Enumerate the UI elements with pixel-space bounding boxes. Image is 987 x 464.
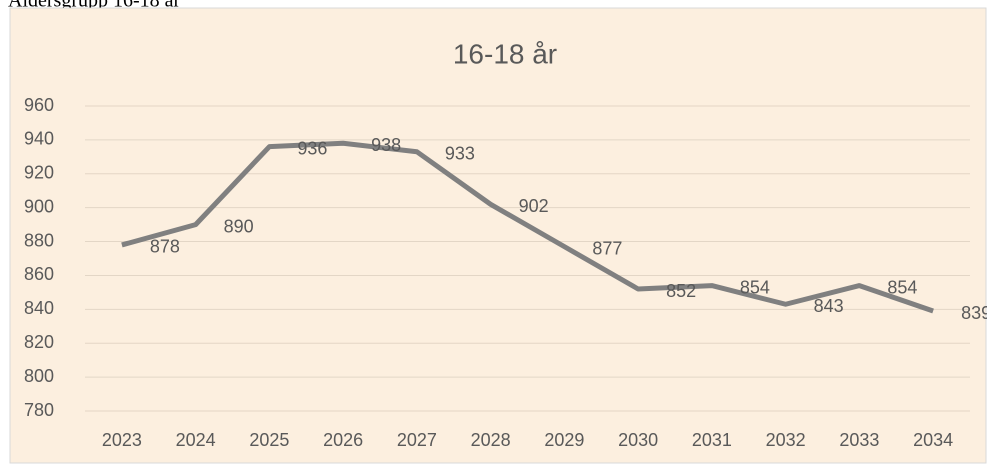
data-label: 854 <box>740 277 770 297</box>
x-tick-label: 2031 <box>692 430 732 450</box>
data-label: 852 <box>666 281 696 301</box>
y-tick-label: 880 <box>24 230 54 250</box>
data-label: 936 <box>297 138 327 158</box>
x-tick-label: 2028 <box>471 430 511 450</box>
chart-area <box>9 7 987 464</box>
x-tick-label: 2030 <box>618 430 658 450</box>
x-tick-label: 2023 <box>102 430 142 450</box>
data-label: 933 <box>445 144 475 164</box>
y-tick-label: 960 <box>24 95 54 115</box>
x-tick-label: 2026 <box>323 430 363 450</box>
data-label: 843 <box>814 296 844 316</box>
caption: Åldersgrupp 16-18 år <box>8 0 181 12</box>
y-tick-label: 800 <box>24 366 54 386</box>
data-label: 902 <box>519 196 549 216</box>
chart-title: 16-18 år <box>453 38 557 69</box>
data-label: 878 <box>150 237 180 257</box>
line-series <box>121 140 934 314</box>
y-tick-label: 940 <box>24 129 54 149</box>
x-tick-label: 2034 <box>913 430 953 450</box>
y-tick-label: 900 <box>24 196 54 216</box>
x-tick-label: 2033 <box>839 430 879 450</box>
data-label: 877 <box>592 238 622 258</box>
y-tick-label: 860 <box>24 264 54 284</box>
data-label: 938 <box>371 135 401 155</box>
y-tick-label: 920 <box>24 163 54 183</box>
x-tick-label: 2027 <box>397 430 437 450</box>
x-tick-label: 2024 <box>176 430 216 450</box>
x-tick-label: 2025 <box>249 430 289 450</box>
y-tick-label: 840 <box>24 298 54 318</box>
data-label: 854 <box>887 277 917 297</box>
y-tick-label: 820 <box>24 332 54 352</box>
data-label: 890 <box>224 216 254 236</box>
x-tick-label: 2032 <box>766 430 806 450</box>
y-tick-label: 780 <box>24 400 54 420</box>
data-label: 839 <box>961 303 987 323</box>
x-tick-label: 2029 <box>544 430 584 450</box>
